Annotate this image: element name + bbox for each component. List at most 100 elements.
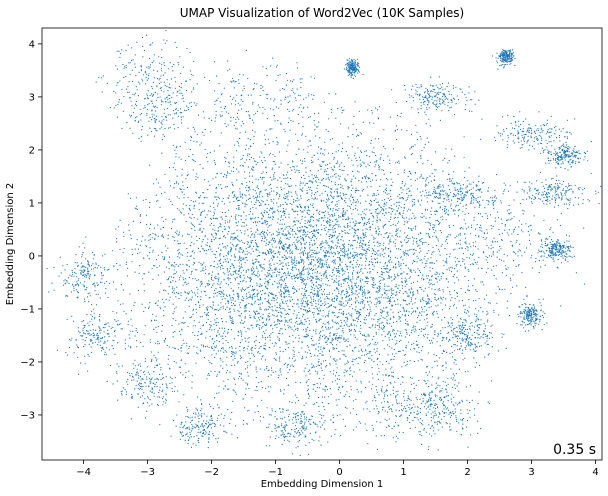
data-point <box>300 195 302 197</box>
data-point <box>203 179 206 181</box>
data-point <box>423 311 425 313</box>
data-point <box>311 312 314 314</box>
data-point <box>380 157 382 159</box>
data-point <box>129 337 131 339</box>
data-point <box>252 142 254 145</box>
data-point <box>403 185 406 187</box>
data-point <box>172 218 174 221</box>
data-point <box>371 355 373 357</box>
data-point <box>341 298 343 300</box>
data-point <box>259 221 261 223</box>
data-point <box>315 329 317 331</box>
data-point <box>200 263 202 265</box>
data-point <box>429 217 431 219</box>
data-point <box>361 289 363 291</box>
data-point <box>236 140 238 143</box>
data-point <box>391 338 393 340</box>
data-point <box>259 353 261 355</box>
data-point <box>257 352 259 354</box>
data-point <box>197 296 199 298</box>
data-point <box>200 350 202 352</box>
data-point <box>354 229 356 231</box>
data-point <box>280 390 282 392</box>
data-point <box>303 174 305 176</box>
data-point <box>304 231 307 233</box>
data-point <box>412 311 414 313</box>
data-point <box>454 261 456 263</box>
data-point <box>462 228 464 230</box>
data-point <box>236 197 238 199</box>
data-point <box>231 304 233 307</box>
data-point <box>189 205 191 207</box>
data-point <box>279 251 281 253</box>
data-point <box>251 397 253 399</box>
data-point <box>467 269 469 271</box>
data-point <box>283 279 285 281</box>
data-point <box>376 290 378 292</box>
data-point <box>372 277 374 279</box>
data-point <box>175 182 178 184</box>
data-point <box>318 121 320 123</box>
data-point <box>282 211 284 213</box>
data-point <box>288 335 291 337</box>
data-point <box>383 205 385 207</box>
data-point <box>383 297 385 299</box>
data-point <box>335 268 337 270</box>
data-point <box>179 257 181 259</box>
data-point <box>418 233 420 235</box>
data-point <box>304 220 306 222</box>
data-point <box>356 388 358 391</box>
data-point <box>130 318 132 320</box>
data-point <box>248 341 250 343</box>
data-point <box>392 311 394 313</box>
data-point <box>323 374 325 376</box>
data-point <box>403 169 405 171</box>
data-point <box>424 143 426 145</box>
data-point <box>342 279 344 281</box>
data-point <box>252 327 254 329</box>
data-point <box>334 333 336 335</box>
data-point <box>437 220 439 222</box>
data-point <box>336 316 339 318</box>
data-point <box>338 386 341 388</box>
data-point <box>235 214 237 216</box>
data-point <box>383 173 385 175</box>
data-point <box>198 197 201 199</box>
data-point <box>431 251 433 253</box>
data-point <box>139 215 141 217</box>
data-point <box>407 395 409 397</box>
data-point <box>434 360 436 363</box>
data-point <box>354 177 357 179</box>
data-point <box>382 374 384 376</box>
data-point <box>464 233 466 235</box>
data-point <box>339 216 341 218</box>
data-point <box>304 286 307 288</box>
data-point <box>396 257 398 259</box>
data-point <box>197 396 199 398</box>
data-point <box>327 403 330 405</box>
data-point <box>408 296 410 298</box>
data-point <box>154 265 156 267</box>
data-point <box>401 285 403 287</box>
data-point <box>230 299 232 301</box>
data-point <box>154 302 156 305</box>
data-point <box>271 167 274 169</box>
data-point <box>296 197 298 199</box>
data-point <box>321 417 323 419</box>
data-point <box>456 235 458 237</box>
data-point <box>221 298 223 300</box>
data-point <box>359 332 362 334</box>
data-point <box>282 333 284 335</box>
data-point <box>343 339 345 341</box>
data-point <box>440 216 442 218</box>
data-point <box>469 263 471 266</box>
data-point <box>184 299 186 301</box>
data-point <box>439 230 441 232</box>
data-point <box>220 359 222 361</box>
data-point <box>350 245 352 247</box>
data-point <box>435 305 437 307</box>
data-point <box>382 340 384 342</box>
data-point <box>400 273 402 275</box>
data-point <box>213 150 215 152</box>
data-point <box>247 345 249 347</box>
